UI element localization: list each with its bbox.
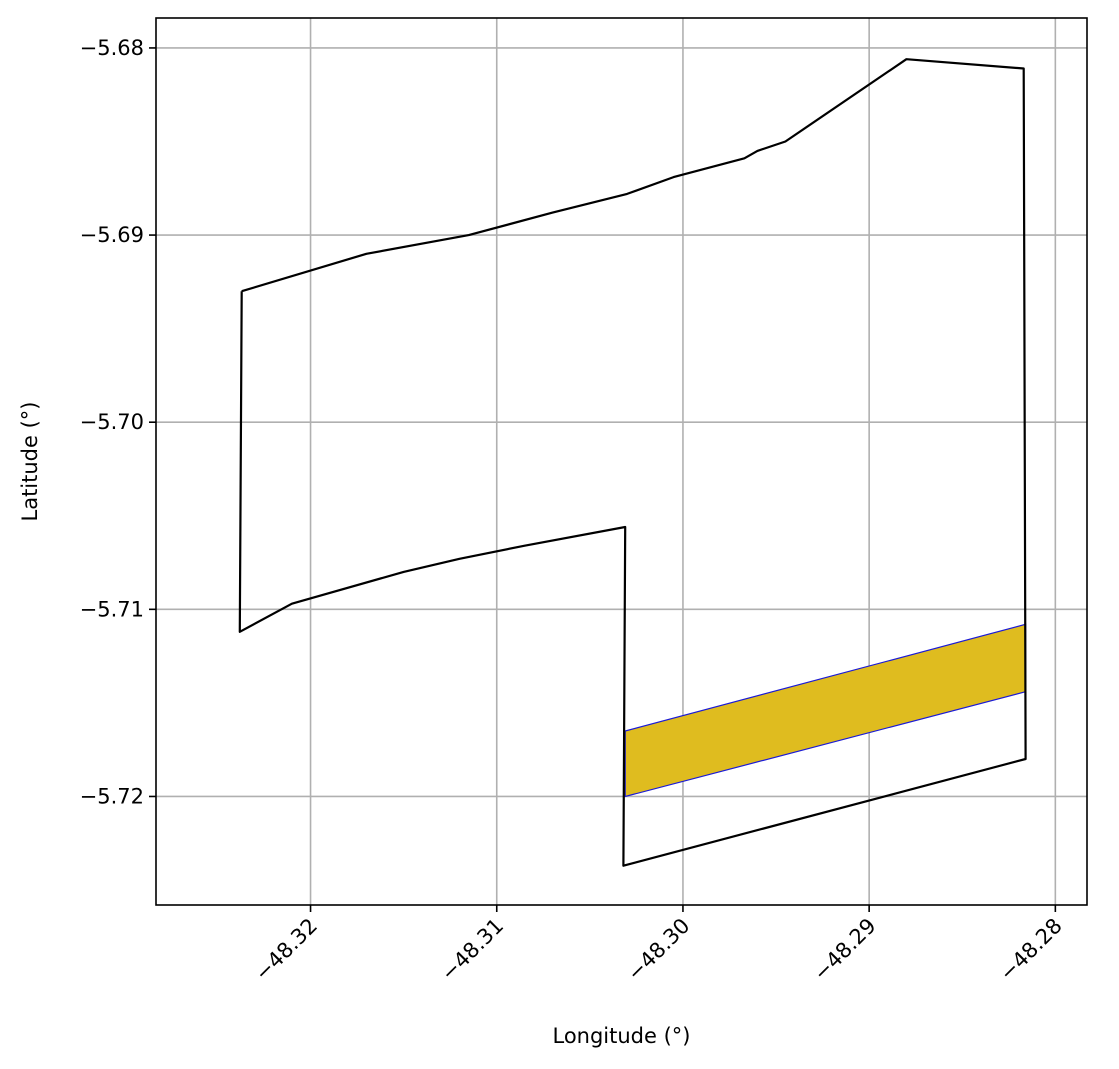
x-tick-label: −48.32	[250, 914, 322, 986]
y-tick-label: −5.68	[80, 36, 144, 60]
x-tick-label: −48.31	[436, 914, 508, 986]
highlighted-strip-polygon	[624, 623, 1027, 798]
ticks: −48.32 −48.31 −48.30 −48.29 −48.28 −5.68 −5.69…	[80, 36, 1067, 986]
y-tick-label: −5.70	[80, 410, 144, 434]
x-axis-title: Longitude (°)	[552, 1024, 690, 1048]
grid-lines	[156, 18, 1087, 905]
x-tick-label: −48.30	[623, 914, 695, 986]
x-tick-label: −48.28	[995, 914, 1067, 986]
boundary-outline-polygon	[238, 58, 1027, 867]
data-layer	[238, 58, 1027, 867]
y-axis-title: Latitude (°)	[18, 402, 42, 522]
y-tick-label: −5.72	[80, 784, 144, 808]
y-tick-label: −5.69	[80, 223, 144, 247]
plot-frame	[155, 17, 1088, 906]
x-tick-label: −48.29	[809, 914, 881, 986]
y-tick-label: −5.71	[80, 597, 144, 621]
